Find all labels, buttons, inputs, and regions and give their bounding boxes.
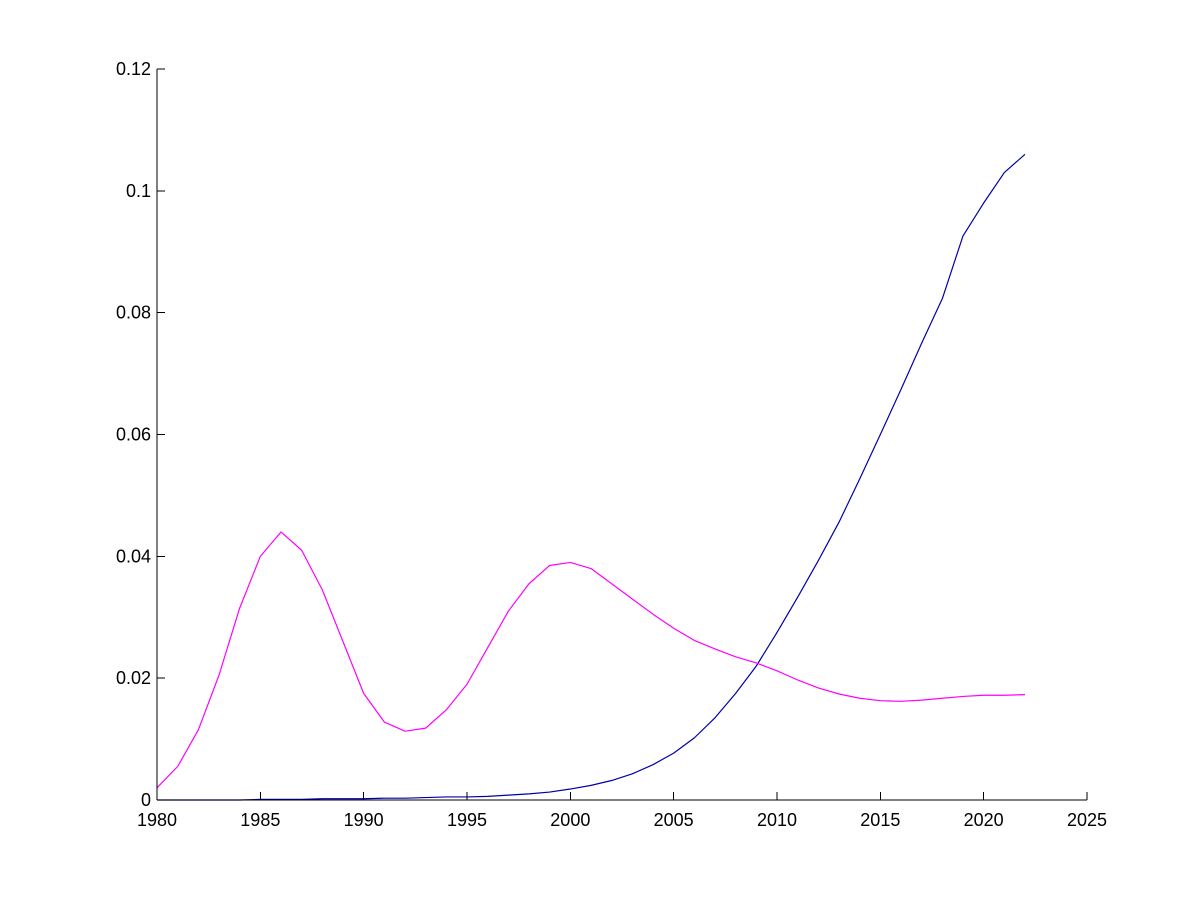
x-tick-label: 2015 xyxy=(860,810,900,830)
x-tick-label: 2010 xyxy=(757,810,797,830)
x-tick-label: 1995 xyxy=(447,810,487,830)
x-axis-ticks: 1980 1985 1990 1995 2000 2005 2010 2015 2020 2025 xyxy=(137,792,1107,830)
y-tick-label: 0.08 xyxy=(116,303,151,323)
y-tick-label: 0.02 xyxy=(116,668,151,688)
x-tick-label: 1985 xyxy=(240,810,280,830)
y-tick-label: 0.06 xyxy=(116,425,151,445)
y-tick-label: 0.12 xyxy=(116,59,151,79)
y-axis-ticks: 0 0.02 0.04 0.06 0.08 0.1 0.12 xyxy=(116,59,165,810)
x-tick-label: 2000 xyxy=(550,810,590,830)
y-tick-label: 0.1 xyxy=(126,181,151,201)
x-tick-label: 2020 xyxy=(964,810,1004,830)
x-tick-label: 1990 xyxy=(344,810,384,830)
x-tick-label: 2025 xyxy=(1067,810,1107,830)
series-line-1 xyxy=(157,153,1026,801)
x-tick-label: 1980 xyxy=(137,810,177,830)
x-tick-label: 2005 xyxy=(654,810,694,830)
y-tick-label: 0 xyxy=(141,790,151,810)
series-layer xyxy=(156,153,1026,801)
series-line-2 xyxy=(156,531,1026,789)
y-tick-label: 0.04 xyxy=(116,546,151,566)
